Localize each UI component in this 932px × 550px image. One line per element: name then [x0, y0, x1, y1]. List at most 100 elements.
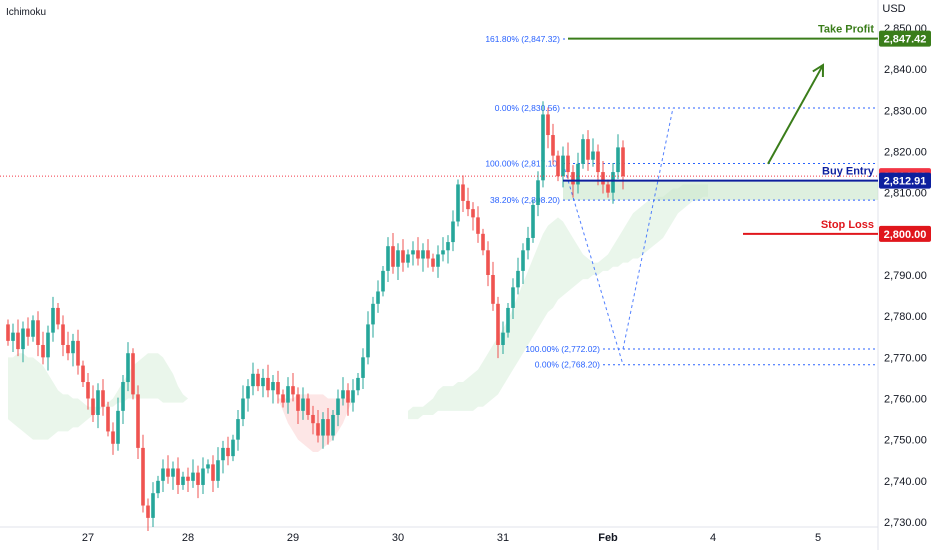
candle-body	[601, 172, 605, 185]
candle-body	[396, 250, 400, 267]
candle-body	[46, 332, 50, 358]
fibonacci-levels: 161.80% (2,847.32) 0.00% (2,830.56) 100.00…	[485, 34, 878, 370]
candle-body	[436, 254, 440, 267]
candle-body	[466, 200, 470, 210]
candle-body	[256, 373, 260, 387]
candle-body	[416, 250, 420, 259]
fib-connector	[622, 107, 674, 350]
candle-body	[261, 377, 265, 387]
candle-body	[141, 447, 145, 506]
candle-body	[281, 394, 285, 403]
candle-body	[26, 328, 30, 337]
candle-body	[566, 155, 570, 173]
candle-body	[446, 242, 450, 251]
candle-body	[66, 344, 70, 354]
trade-levels: Take Profit Buy Entry Stop Loss	[0, 24, 878, 235]
currency-label: USD	[882, 3, 905, 15]
candle-body	[341, 390, 345, 399]
candles	[6, 101, 625, 532]
candle-body	[361, 357, 365, 378]
y-tick-label: 2,770.00	[884, 352, 927, 364]
fib-label: 161.80% (2,847.32)	[485, 34, 560, 44]
candle-body	[186, 476, 190, 481]
candle-body	[291, 386, 295, 395]
candle-body	[176, 468, 180, 485]
cloud-bearish	[278, 394, 353, 453]
candle-body	[146, 505, 150, 518]
candle-body	[386, 246, 390, 271]
candle-body	[296, 394, 300, 411]
candle-body	[71, 340, 75, 354]
candle-body	[441, 250, 445, 255]
candle-body	[41, 344, 45, 358]
grid	[0, 0, 879, 550]
candle-body	[571, 172, 575, 185]
candle-body	[91, 398, 95, 415]
y-tick-label: 2,740.00	[884, 476, 927, 488]
candle-body	[301, 398, 305, 411]
candle-body	[6, 324, 10, 341]
time-axis[interactable]: 27 28 29 30 31 Feb 4 5	[82, 532, 821, 544]
candle-body	[606, 184, 610, 193]
candle-body	[456, 184, 460, 222]
candle-body	[216, 460, 220, 481]
candle-body	[576, 163, 580, 185]
candle-body	[86, 382, 90, 399]
candle-body	[591, 151, 595, 160]
candle-body	[556, 155, 560, 177]
fib-label: 100.00% (2,772.02)	[525, 344, 600, 354]
x-tick-label: 30	[392, 532, 404, 544]
candle-body	[516, 270, 520, 288]
candle-body	[411, 250, 415, 255]
stop-loss-tag	[879, 225, 931, 242]
price-axis[interactable]: USD 2,850.002,840.002,830.002,820.002,81…	[882, 3, 926, 529]
candle-body	[321, 419, 325, 436]
candle-body	[166, 468, 170, 477]
candle-body	[51, 307, 55, 333]
candle-body	[276, 382, 280, 395]
candle-body	[506, 307, 510, 333]
candle-body	[286, 386, 290, 403]
candle-body	[586, 139, 590, 160]
candle-body	[306, 398, 310, 415]
candle-body	[31, 320, 35, 337]
candle-body	[181, 476, 185, 485]
fib-label: 0.00% (2,830.56)	[495, 103, 560, 113]
candle-body	[541, 114, 545, 181]
candle-body	[196, 472, 200, 485]
candle-body	[131, 353, 135, 395]
candle-body	[401, 250, 405, 263]
candle-body	[421, 250, 425, 259]
stop-loss-tag-text: 2,800.00	[884, 229, 927, 241]
candle-body	[106, 406, 110, 432]
x-tick-label: 27	[82, 532, 94, 544]
candle-body	[126, 353, 130, 383]
candle-body	[211, 464, 215, 481]
candle-body	[366, 324, 370, 358]
y-tick-label: 2,830.00	[884, 105, 927, 117]
candle-body	[526, 237, 530, 251]
candle-body	[391, 246, 395, 267]
candle-body	[251, 373, 255, 387]
y-tick-label: 2,730.00	[884, 517, 927, 529]
fib-label: 38.20% (2,808.20)	[490, 195, 560, 205]
stop-loss-label: Stop Loss	[821, 219, 874, 231]
candle-body	[431, 258, 435, 267]
candle-body	[476, 217, 480, 234]
projection-arrow	[767, 63, 825, 165]
x-tick-label: 5	[815, 532, 821, 544]
candle-body	[481, 233, 485, 251]
candle-body	[346, 390, 350, 403]
candle-body	[491, 275, 495, 304]
candle-body	[511, 287, 515, 308]
candle-body	[536, 180, 540, 206]
buy-entry-tag	[879, 172, 931, 189]
candle-body	[351, 390, 355, 403]
candle-body	[611, 172, 615, 193]
candle-body	[151, 493, 155, 518]
candle-body	[81, 365, 85, 383]
candle-body	[161, 468, 165, 481]
candle-body	[236, 419, 240, 440]
fib-label: 0.00% (2,768.20)	[535, 360, 600, 370]
